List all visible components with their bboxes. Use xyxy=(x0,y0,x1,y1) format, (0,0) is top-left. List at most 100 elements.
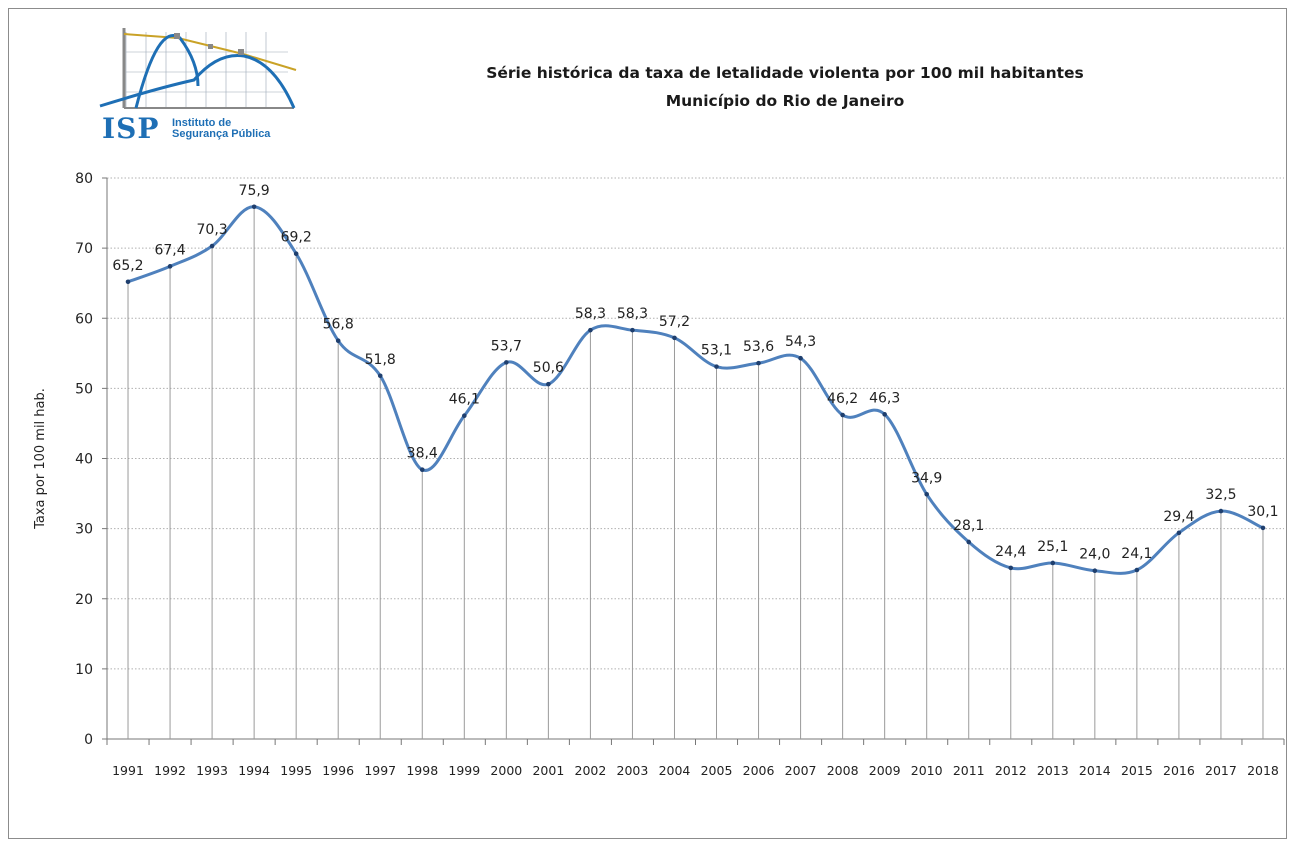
data-label: 58,3 xyxy=(575,306,606,322)
data-label: 25,1 xyxy=(1037,539,1068,555)
data-label: 46,2 xyxy=(827,391,858,407)
data-point xyxy=(167,264,173,269)
data-label: 34,9 xyxy=(911,470,942,486)
x-tick-label: 2014 xyxy=(1079,763,1111,778)
data-point xyxy=(672,335,677,341)
x-tick-label: 2015 xyxy=(1121,763,1153,778)
data-point xyxy=(798,355,803,361)
data-label: 30,1 xyxy=(1247,504,1278,520)
x-tick-label: 1998 xyxy=(406,763,438,778)
x-tick-label: 1995 xyxy=(280,763,312,778)
data-label: 24,4 xyxy=(995,544,1026,560)
data-point xyxy=(1218,508,1224,514)
data-point xyxy=(1092,568,1098,573)
data-point xyxy=(882,412,887,417)
data-label: 46,3 xyxy=(869,390,900,406)
isp-logo: ISP Instituto de Segurança Pública xyxy=(98,22,310,152)
y-tick-label: 70 xyxy=(75,241,93,257)
data-label: 65,2 xyxy=(112,258,143,274)
y-tick-label: 40 xyxy=(75,452,93,468)
logo-name: Instituto de Segurança Pública xyxy=(172,117,271,140)
data-label: 28,1 xyxy=(953,518,984,534)
x-tick-label: 2018 xyxy=(1247,763,1279,778)
data-label: 75,9 xyxy=(239,183,270,199)
data-label: 24,0 xyxy=(1079,547,1110,563)
data-point xyxy=(546,381,551,387)
x-tick-label: 2000 xyxy=(490,763,522,778)
data-label: 38,4 xyxy=(407,446,438,462)
data-label: 53,1 xyxy=(701,343,732,359)
x-tick-label: 1991 xyxy=(112,763,144,778)
data-label: 58,3 xyxy=(617,306,648,322)
series-line xyxy=(127,205,1264,575)
data-label: 70,3 xyxy=(197,222,228,238)
data-point xyxy=(377,373,383,379)
data-point xyxy=(209,243,215,249)
chart-title: Série histórica da taxa de letalidade vi… xyxy=(486,64,1084,82)
x-tick-label: 2013 xyxy=(1037,763,1069,778)
x-tick-label: 1994 xyxy=(238,763,270,778)
x-tick-label: 2006 xyxy=(743,763,775,778)
data-label: 51,8 xyxy=(365,352,396,368)
y-axis-title: Taxa por 100 mil hab. xyxy=(33,388,48,530)
data-point xyxy=(924,491,929,497)
data-label: 46,1 xyxy=(449,392,480,408)
x-tick-label: 2004 xyxy=(659,763,691,778)
y-tick-label: 60 xyxy=(75,311,93,327)
y-tick-label: 0 xyxy=(84,732,93,748)
x-tick-label: 2003 xyxy=(617,763,649,778)
data-label: 57,2 xyxy=(659,314,690,330)
y-tick-label: 80 xyxy=(75,171,93,187)
data-label: 53,7 xyxy=(491,338,522,354)
x-tick-label: 1999 xyxy=(448,763,480,778)
y-tick-label: 50 xyxy=(75,381,93,397)
x-tick-label: 2017 xyxy=(1205,763,1237,778)
chart-frame xyxy=(8,8,1287,839)
data-point xyxy=(630,327,635,333)
data-point xyxy=(462,413,467,419)
data-label: 53,6 xyxy=(743,339,774,355)
data-label: 67,4 xyxy=(154,242,185,258)
data-label: 50,6 xyxy=(533,360,564,376)
logo-abbreviation: ISP xyxy=(102,112,160,145)
x-tick-label: 1992 xyxy=(154,763,186,778)
x-tick-label: 2005 xyxy=(701,763,733,778)
x-tick-label: 2011 xyxy=(953,763,985,778)
data-label: 29,4 xyxy=(1163,509,1194,525)
x-tick-label: 2001 xyxy=(532,763,564,778)
data-point xyxy=(1260,525,1266,531)
data-point xyxy=(588,327,593,333)
x-tick-label: 2008 xyxy=(827,763,859,778)
y-tick-label: 10 xyxy=(75,662,93,678)
data-point xyxy=(504,360,509,365)
y-tick-label: 20 xyxy=(75,592,93,608)
y-tick-label: 30 xyxy=(75,522,93,538)
chart-subtitle: Município do Rio de Janeiro xyxy=(665,92,905,110)
data-label: 69,2 xyxy=(281,230,312,246)
data-point xyxy=(1050,560,1056,566)
x-tick-label: 2009 xyxy=(869,763,901,778)
x-tick-label: 2007 xyxy=(785,763,817,778)
data-label: 56,8 xyxy=(323,317,354,333)
x-tick-label: 2010 xyxy=(911,763,943,778)
data-point xyxy=(966,539,972,545)
x-tick-label: 2016 xyxy=(1163,763,1195,778)
x-tick-label: 1996 xyxy=(322,763,354,778)
data-point xyxy=(251,204,257,210)
x-tick-label: 1993 xyxy=(196,763,228,778)
data-point xyxy=(1134,567,1140,573)
data-point xyxy=(840,412,845,418)
data-point xyxy=(125,279,131,285)
data-point xyxy=(1008,565,1014,571)
data-point xyxy=(293,251,299,257)
data-point xyxy=(335,338,341,343)
x-tick-label: 2012 xyxy=(995,763,1027,778)
data-point xyxy=(419,467,425,473)
data-point xyxy=(756,360,761,366)
data-label: 24,1 xyxy=(1121,546,1152,562)
data-point xyxy=(1176,530,1182,536)
data-label: 32,5 xyxy=(1205,487,1236,503)
x-tick-label: 2002 xyxy=(575,763,607,778)
x-tick-label: 1997 xyxy=(364,763,396,778)
